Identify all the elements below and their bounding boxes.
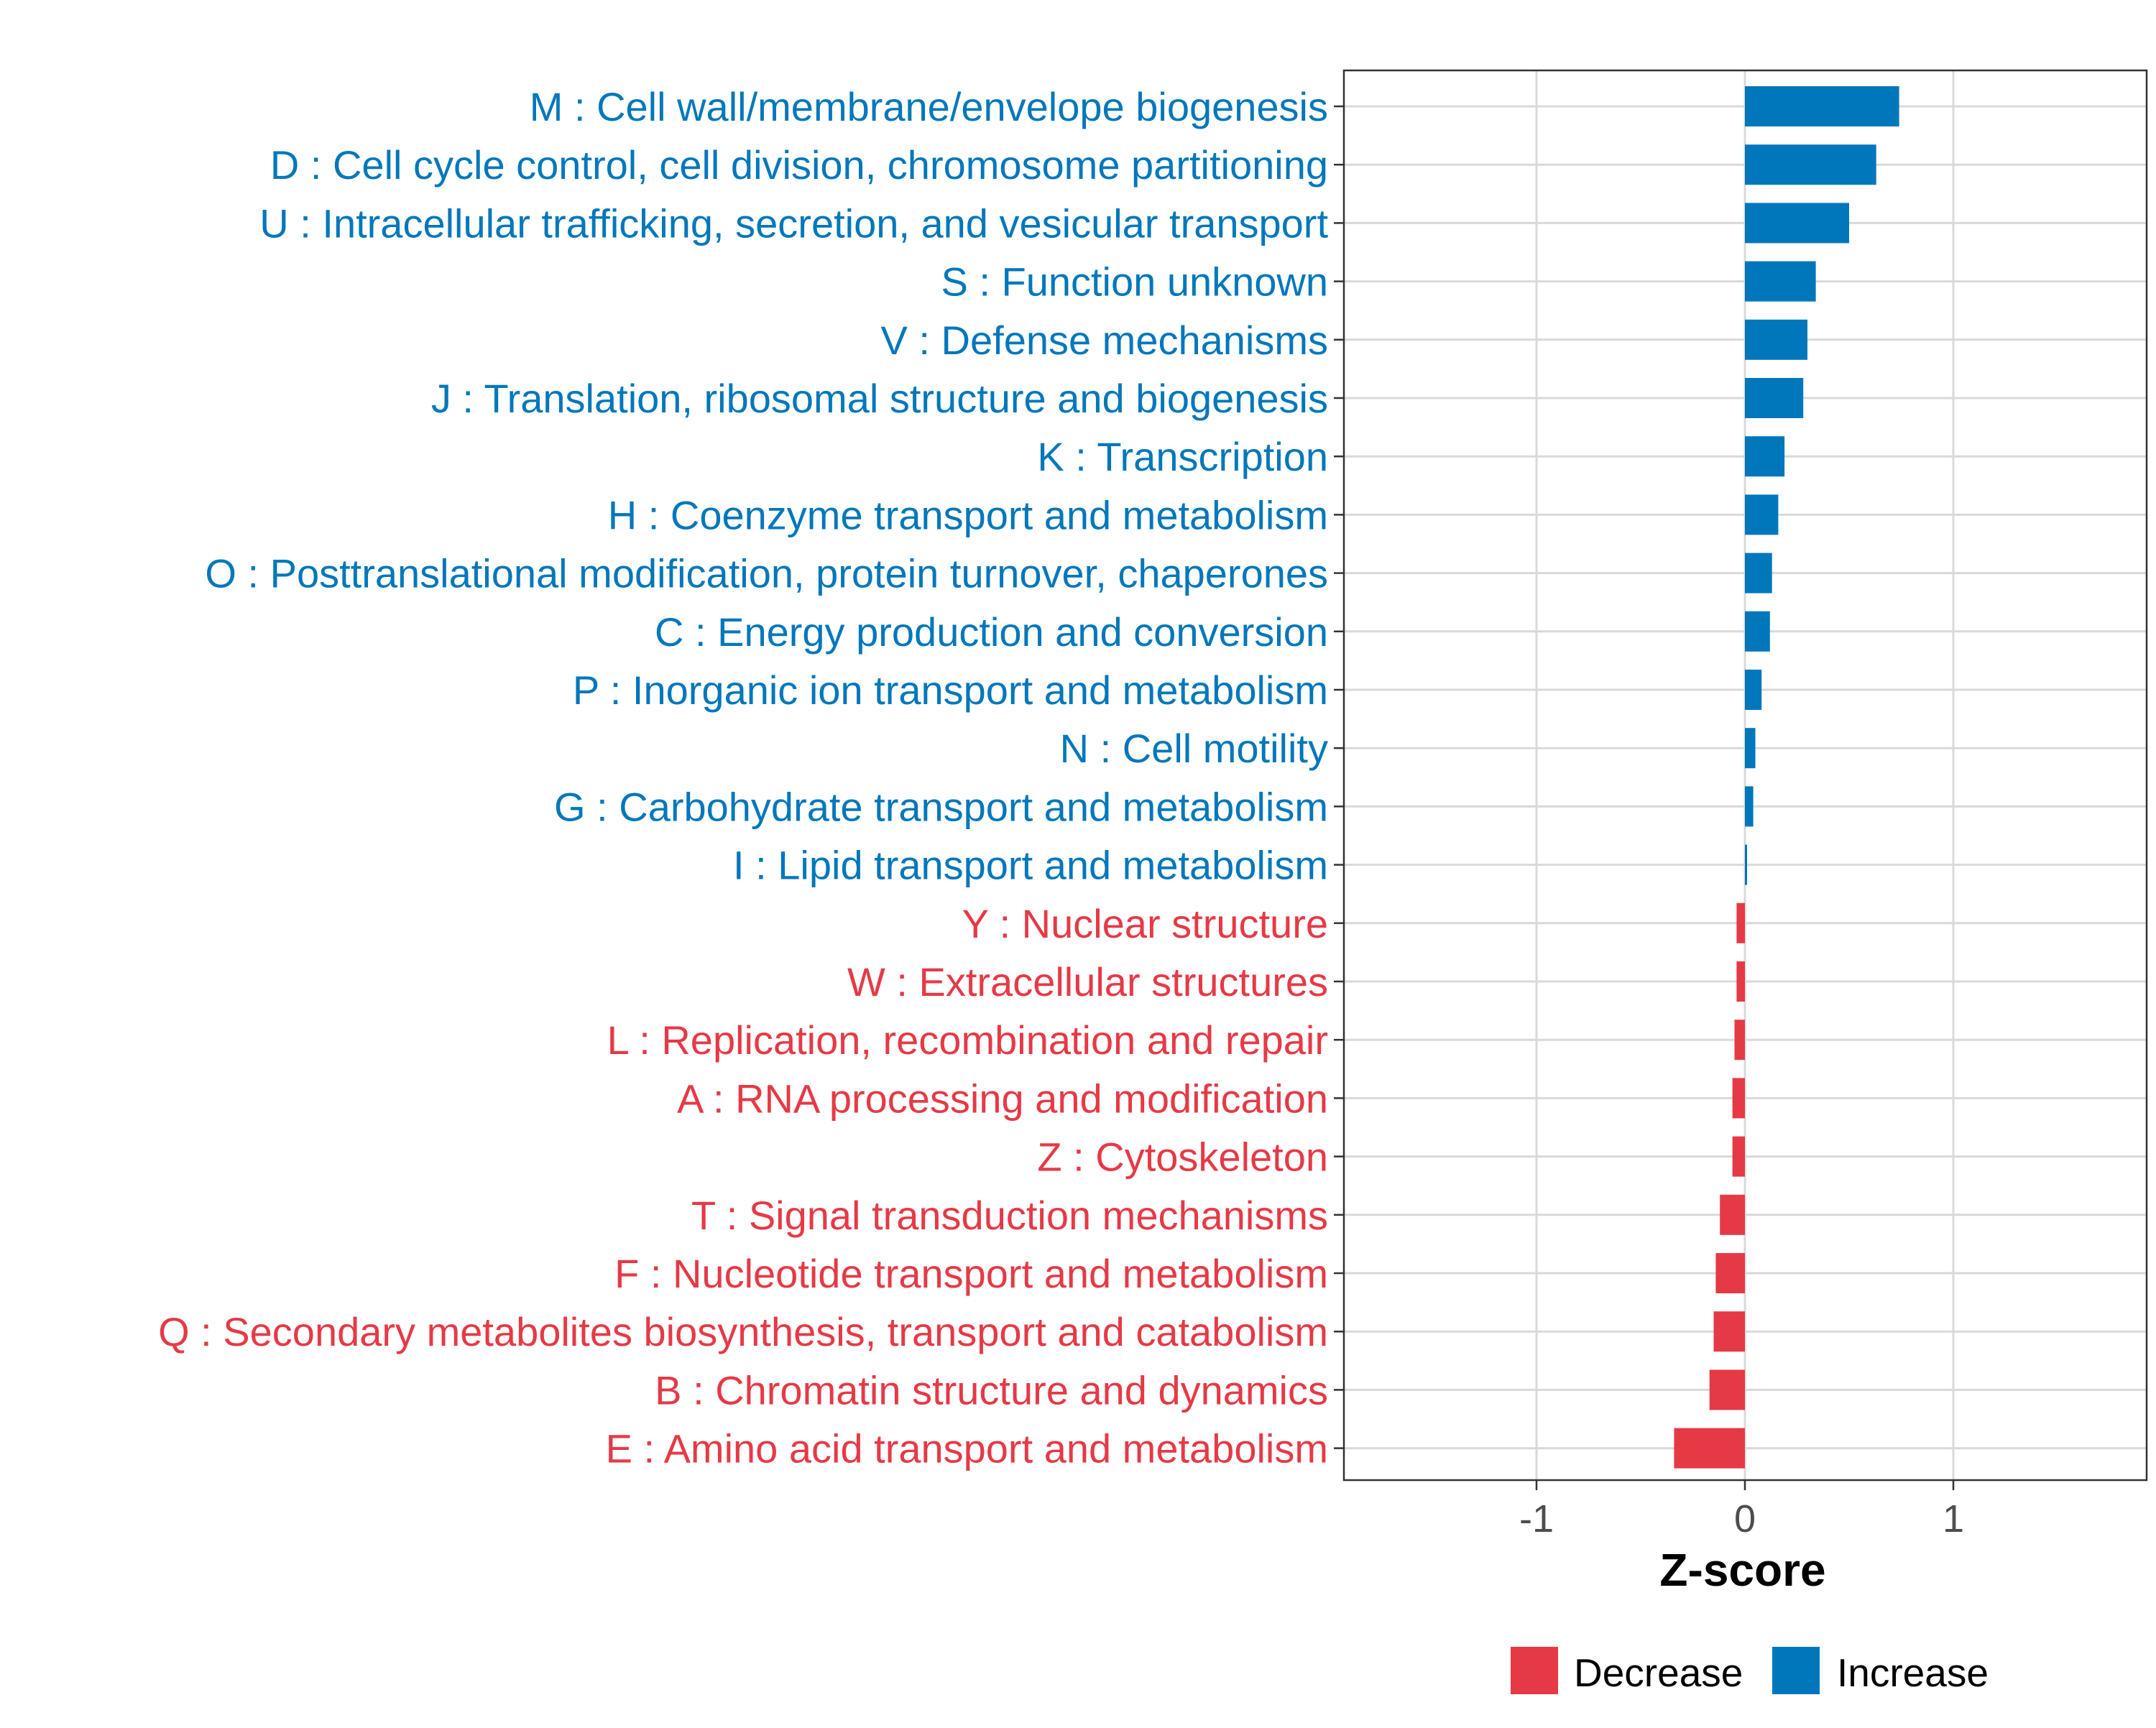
bar — [1745, 378, 1804, 418]
category-label: I : Lipid transport and metabolism — [733, 843, 1328, 888]
legend: Decrease Increase — [1511, 1647, 1989, 1695]
bar — [1734, 1020, 1745, 1061]
legend-swatch-increase — [1772, 1647, 1820, 1694]
legend-label-decrease: Decrease — [1574, 1650, 1743, 1695]
bar — [1745, 436, 1785, 477]
bar-layer — [1674, 86, 1899, 1469]
bar — [1745, 203, 1849, 244]
bar — [1745, 728, 1756, 769]
category-label: N : Cell motility — [1060, 726, 1328, 771]
bar — [1745, 553, 1772, 593]
category-label: Y : Nuclear structure — [962, 901, 1328, 946]
category-label: G : Carbohydrate transport and metabolis… — [554, 784, 1328, 829]
x-tick-label: 0 — [1734, 1497, 1756, 1540]
category-label: A : RNA processing and modification — [677, 1076, 1328, 1121]
category-label: U : Intracellular trafficking, secretion… — [259, 200, 1328, 246]
category-label: H : Coenzyme transport and metabolism — [608, 492, 1328, 537]
x-tick-label: 1 — [1943, 1497, 1964, 1540]
bar — [1745, 670, 1762, 710]
category-label: M : Cell wall/membrane/envelope biogenes… — [530, 84, 1328, 129]
category-label: J : Translation, ribosomal structure and… — [431, 376, 1328, 421]
category-label: T : Signal transduction mechanisms — [691, 1193, 1328, 1238]
x-axis-ticks: -1 0 1 — [1334, 105, 1964, 1540]
category-label: B : Chromatin structure and dynamics — [655, 1367, 1328, 1413]
bar — [1745, 86, 1899, 126]
bar — [1713, 1311, 1745, 1352]
category-label: D : Cell cycle control, cell division, c… — [270, 142, 1328, 188]
category-label: C : Energy production and conversion — [655, 609, 1328, 655]
x-axis-title: Z-score — [1659, 1544, 1825, 1596]
category-label: W : Extracellular structures — [847, 959, 1328, 1004]
bar — [1732, 1078, 1745, 1119]
category-label: K : Transcription — [1037, 434, 1328, 479]
bar — [1674, 1428, 1745, 1469]
bar — [1720, 1194, 1745, 1235]
category-label: E : Amino acid transport and metabolism — [606, 1426, 1328, 1471]
category-label: V : Defense mechanisms — [881, 318, 1328, 363]
bar — [1745, 144, 1876, 185]
bar — [1736, 961, 1745, 1002]
legend-swatch-decrease — [1511, 1647, 1558, 1694]
legend-label-increase: Increase — [1837, 1650, 1989, 1695]
bar — [1745, 319, 1807, 360]
category-label: L : Replication, recombination and repai… — [607, 1017, 1328, 1063]
category-label: Q : Secondary metabolites biosynthesis, … — [158, 1309, 1328, 1354]
y-axis-labels: M : Cell wall/membrane/envelope biogenes… — [158, 84, 1328, 1471]
category-label: S : Function unknown — [941, 259, 1328, 305]
bar — [1745, 494, 1779, 535]
bar — [1745, 261, 1816, 302]
bar — [1709, 1369, 1745, 1410]
bar — [1745, 611, 1770, 652]
bar — [1745, 844, 1747, 885]
x-tick-label: -1 — [1519, 1497, 1554, 1540]
category-label: P : Inorganic ion transport and metaboli… — [573, 667, 1328, 713]
bar — [1736, 902, 1745, 943]
category-label: Z : Cytoskeleton — [1037, 1135, 1328, 1180]
bar — [1715, 1253, 1745, 1293]
bar — [1732, 1136, 1745, 1177]
category-label: F : Nucleotide transport and metabolism — [614, 1251, 1328, 1296]
bar — [1745, 786, 1754, 827]
category-label: O : Posttranslational modification, prot… — [205, 551, 1328, 596]
